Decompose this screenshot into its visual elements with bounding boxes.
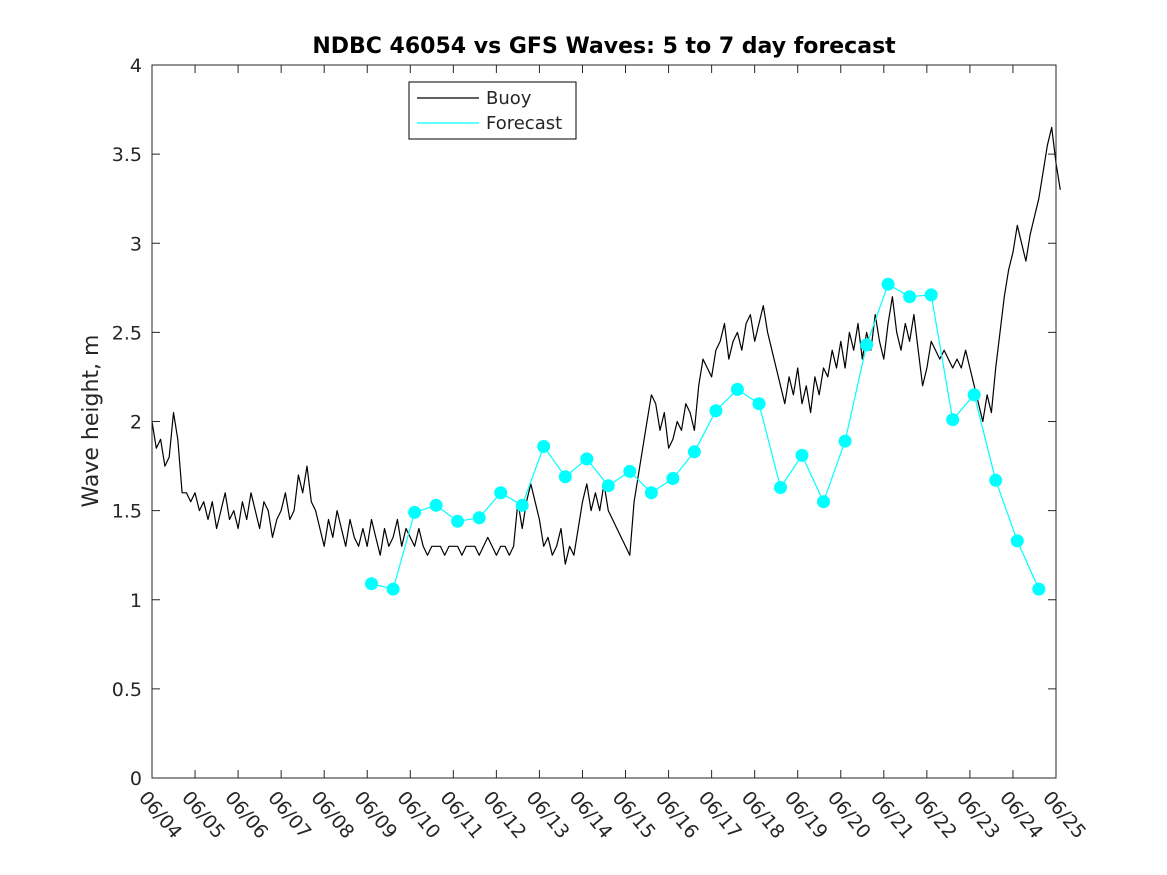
forecast-point xyxy=(494,486,508,500)
legend-label-forecast: Forecast xyxy=(486,113,562,134)
forecast-point xyxy=(451,514,465,528)
forecast-point xyxy=(774,481,787,494)
forecast-point xyxy=(730,382,744,396)
forecast-point xyxy=(408,505,422,519)
y-axis-label: Wave height, m xyxy=(79,335,104,508)
y-tick-label: 0.5 xyxy=(112,679,142,701)
y-tick-label: 0 xyxy=(130,768,142,790)
forecast-point xyxy=(1032,582,1046,596)
y-tick-label: 3 xyxy=(130,233,142,255)
forecast-point xyxy=(817,495,830,509)
y-tick-label: 1.5 xyxy=(112,501,142,523)
forecast-point xyxy=(365,577,378,591)
forecast-point xyxy=(580,452,594,466)
forecast-point xyxy=(515,498,529,512)
forecast-point xyxy=(795,448,809,462)
forecast-point xyxy=(752,397,766,411)
forecast-point xyxy=(558,470,572,484)
legend-label-buoy: Buoy xyxy=(486,88,532,109)
forecast-point xyxy=(644,486,658,500)
y-tick-label: 2 xyxy=(130,412,142,434)
series-layer xyxy=(151,126,1061,596)
forecast-point xyxy=(1010,534,1024,548)
plot-area xyxy=(152,65,1056,778)
forecast-point xyxy=(967,388,981,402)
forecast-point xyxy=(881,277,895,291)
forecast-point xyxy=(860,338,874,352)
forecast-point xyxy=(687,445,701,459)
forecast-point xyxy=(946,413,960,427)
forecast-point xyxy=(472,511,486,525)
legend: Buoy Forecast xyxy=(408,81,577,140)
forecast-point xyxy=(838,434,852,448)
forecast-point xyxy=(601,479,615,493)
y-tick-label: 3.5 xyxy=(112,144,142,166)
forecast-point xyxy=(709,404,723,418)
forecast-point xyxy=(623,464,637,478)
forecast-point xyxy=(537,440,551,453)
forecast-point xyxy=(429,498,443,512)
forecast-point xyxy=(666,472,680,485)
forecast-point xyxy=(386,582,400,596)
chart-title: NDBC 46054 vs GFS Waves: 5 to 7 day fore… xyxy=(312,34,896,59)
y-tick-label: 4 xyxy=(130,55,142,77)
forecast-point xyxy=(924,288,938,302)
y-tick-label: 1 xyxy=(130,590,142,612)
plot-background xyxy=(152,65,1056,778)
series-line-buoy xyxy=(151,126,1061,565)
forecast-point xyxy=(903,290,917,304)
y-tick-label: 2.5 xyxy=(112,322,142,344)
legend-box xyxy=(408,81,577,140)
forecast-point xyxy=(989,473,1003,487)
